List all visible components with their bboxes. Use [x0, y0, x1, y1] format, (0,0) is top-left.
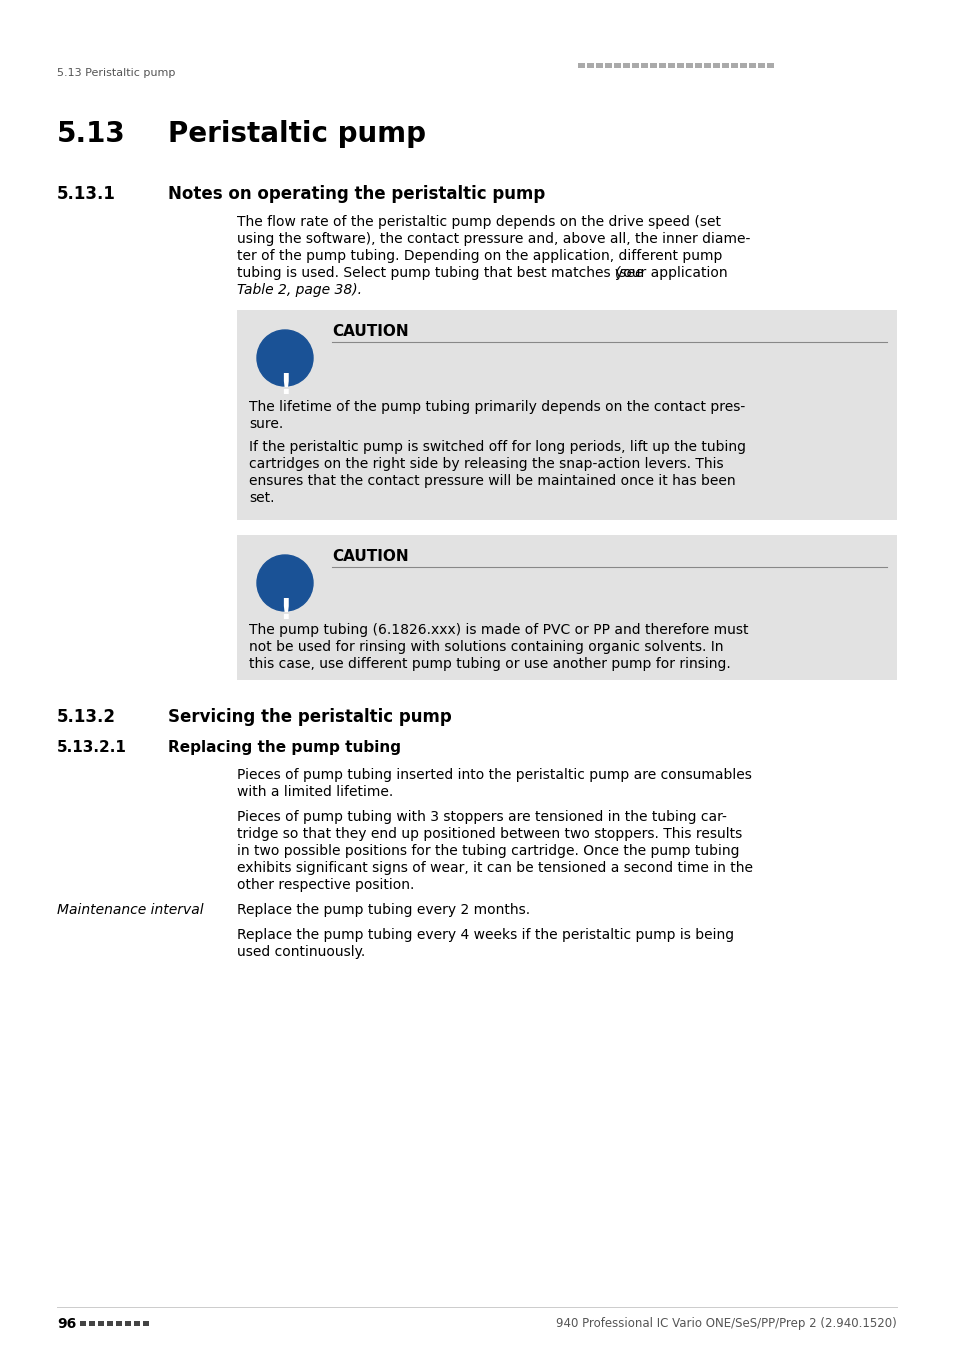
Bar — [677, 63, 683, 68]
Bar — [143, 1322, 149, 1326]
Bar — [721, 63, 728, 68]
Circle shape — [256, 555, 313, 612]
Text: Replace the pump tubing every 4 weeks if the peristaltic pump is being: Replace the pump tubing every 4 weeks if… — [236, 927, 734, 942]
Text: Notes on operating the peristaltic pump: Notes on operating the peristaltic pump — [168, 185, 545, 202]
Text: Replacing the pump tubing: Replacing the pump tubing — [168, 740, 400, 755]
Bar — [631, 63, 639, 68]
Text: The lifetime of the pump tubing primarily depends on the contact pres-: The lifetime of the pump tubing primaril… — [249, 400, 744, 414]
Bar — [703, 63, 710, 68]
Bar — [107, 1322, 112, 1326]
Text: The flow rate of the peristaltic pump depends on the drive speed (set: The flow rate of the peristaltic pump de… — [236, 215, 720, 230]
Text: CAUTION: CAUTION — [332, 549, 408, 564]
Text: exhibits significant signs of wear, it can be tensioned a second time in the: exhibits significant signs of wear, it c… — [236, 861, 752, 875]
Text: If the peristaltic pump is switched off for long periods, lift up the tubing: If the peristaltic pump is switched off … — [249, 440, 745, 454]
Text: ter of the pump tubing. Depending on the application, different pump: ter of the pump tubing. Depending on the… — [236, 248, 721, 263]
Text: used continuously.: used continuously. — [236, 945, 365, 958]
Text: 5.13: 5.13 — [57, 120, 126, 148]
Bar — [740, 63, 746, 68]
Bar — [685, 63, 692, 68]
Text: Maintenance interval: Maintenance interval — [57, 903, 203, 917]
Text: CAUTION: CAUTION — [332, 324, 408, 339]
Bar — [614, 63, 620, 68]
Text: this case, use different pump tubing or use another pump for rinsing.: this case, use different pump tubing or … — [249, 657, 730, 671]
Bar — [659, 63, 665, 68]
Text: 96: 96 — [57, 1318, 76, 1331]
Bar — [667, 63, 675, 68]
Text: cartridges on the right side by releasing the snap-action levers. This: cartridges on the right side by releasin… — [249, 458, 723, 471]
Text: The pump tubing (6.1826.xxx) is made of PVC or PP and therefore must: The pump tubing (6.1826.xxx) is made of … — [249, 622, 748, 637]
Text: Pieces of pump tubing inserted into the peristaltic pump are consumables: Pieces of pump tubing inserted into the … — [236, 768, 751, 782]
Text: !: ! — [278, 373, 291, 400]
Bar — [604, 63, 612, 68]
Bar — [712, 63, 720, 68]
Bar — [89, 1322, 95, 1326]
Text: ensures that the contact pressure will be maintained once it has been: ensures that the contact pressure will b… — [249, 474, 735, 487]
Text: set.: set. — [249, 491, 274, 505]
Text: not be used for rinsing with solutions containing organic solvents. In: not be used for rinsing with solutions c… — [249, 640, 722, 653]
Bar — [596, 63, 602, 68]
Text: 5.13.2.1: 5.13.2.1 — [57, 740, 127, 755]
Text: Table 2, page 38).: Table 2, page 38). — [236, 284, 361, 297]
Bar — [578, 63, 584, 68]
Bar — [80, 1322, 86, 1326]
Circle shape — [256, 329, 313, 386]
Bar — [622, 63, 629, 68]
Text: other respective position.: other respective position. — [236, 878, 414, 892]
Bar — [766, 63, 773, 68]
Text: sure.: sure. — [249, 417, 283, 431]
Bar — [758, 63, 764, 68]
Bar — [236, 535, 896, 680]
Text: !: ! — [278, 597, 291, 625]
Bar — [98, 1322, 104, 1326]
Bar — [640, 63, 647, 68]
Bar — [730, 63, 738, 68]
Text: in two possible positions for the tubing cartridge. Once the pump tubing: in two possible positions for the tubing… — [236, 844, 739, 859]
Text: 5.13.1: 5.13.1 — [57, 185, 115, 202]
Text: 940 Professional IC Vario ONE/SeS/PP/Prep 2 (2.940.1520): 940 Professional IC Vario ONE/SeS/PP/Pre… — [556, 1318, 896, 1330]
Text: tridge so that they end up positioned between two stoppers. This results: tridge so that they end up positioned be… — [236, 828, 741, 841]
Bar — [133, 1322, 140, 1326]
Text: 5.13.2: 5.13.2 — [57, 707, 116, 726]
Bar — [116, 1322, 122, 1326]
Text: with a limited lifetime.: with a limited lifetime. — [236, 784, 393, 799]
Text: using the software), the contact pressure and, above all, the inner diame-: using the software), the contact pressur… — [236, 232, 750, 246]
Bar — [236, 310, 896, 520]
Bar — [586, 63, 594, 68]
Text: Pieces of pump tubing with 3 stoppers are tensioned in the tubing car-: Pieces of pump tubing with 3 stoppers ar… — [236, 810, 726, 824]
Text: Peristaltic pump: Peristaltic pump — [168, 120, 426, 148]
Bar — [125, 1322, 131, 1326]
Bar — [649, 63, 657, 68]
Bar — [695, 63, 701, 68]
Text: tubing is used. Select pump tubing that best matches your application: tubing is used. Select pump tubing that … — [236, 266, 731, 279]
Bar — [748, 63, 755, 68]
Text: (see: (see — [615, 266, 644, 279]
Text: Replace the pump tubing every 2 months.: Replace the pump tubing every 2 months. — [236, 903, 530, 917]
Text: 5.13 Peristaltic pump: 5.13 Peristaltic pump — [57, 68, 175, 78]
Text: Servicing the peristaltic pump: Servicing the peristaltic pump — [168, 707, 452, 726]
